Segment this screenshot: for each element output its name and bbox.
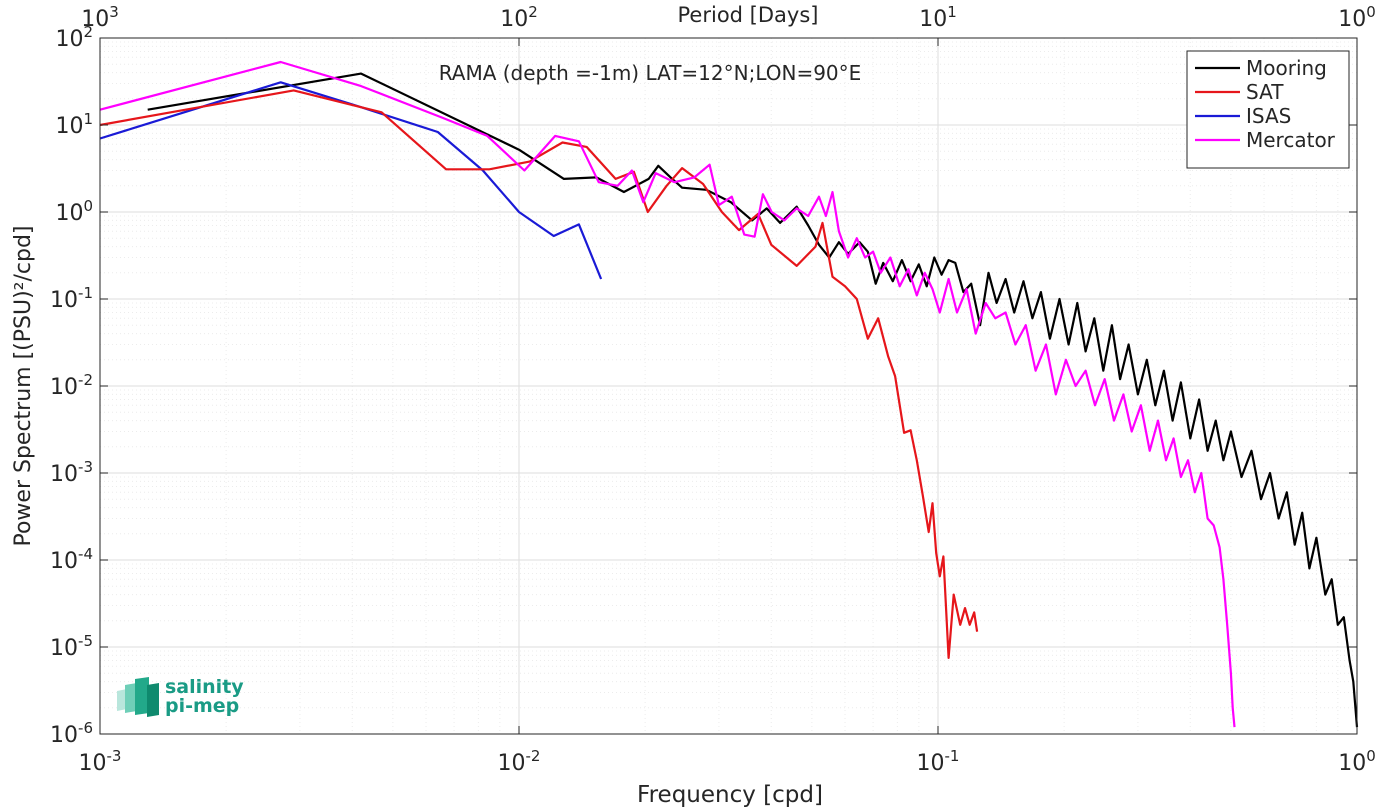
series-lines <box>99 60 1359 728</box>
logo-wave-2 <box>125 683 137 713</box>
logo-text-pi-mep: pi-mep <box>165 695 239 717</box>
top-tick-label: 102 <box>500 3 538 32</box>
x-tick-label: 10-1 <box>917 747 960 776</box>
series-line-mercator <box>99 60 1236 728</box>
y-tick-label: 10-3 <box>50 458 93 487</box>
y-tick-label: 100 <box>55 197 93 226</box>
legend-label-mercator: Mercator <box>1246 128 1336 152</box>
logo-text-salinity: salinity <box>165 676 244 698</box>
logo-wave-3 <box>135 677 149 715</box>
series-line-sat <box>99 89 979 659</box>
top-axis-label: Period [Days] <box>678 3 819 27</box>
grid <box>99 38 1357 735</box>
y-tick-label: 10-5 <box>50 632 93 661</box>
chart-title: RAMA (depth =-1m) LAT=12°N;LON=90°E <box>439 61 862 85</box>
y-tick-label: 10-1 <box>50 284 93 313</box>
logo-wave-4 <box>147 683 159 717</box>
y-tick-label: 10-2 <box>50 371 93 400</box>
x-tick-label: 10-3 <box>79 747 122 776</box>
x-tick-label: 100 <box>1338 747 1376 776</box>
y-tick-label: 101 <box>55 110 93 139</box>
y-axis-label: Power Spectrum [(PSU)²/cpd] <box>11 225 36 546</box>
logo-wave-1 <box>117 689 127 711</box>
legend-box <box>1186 50 1350 169</box>
x-tick-label: 10-2 <box>498 747 541 776</box>
x-axis-label: Frequency [cpd] <box>637 782 823 808</box>
top-tick-label: 100 <box>1338 3 1376 32</box>
legend-label-mooring: Mooring <box>1246 56 1327 80</box>
salinity-pi-mep-logo: salinity pi-mep <box>117 676 244 717</box>
top-tick-label: 101 <box>919 3 957 32</box>
y-tick-label: 10-6 <box>50 719 93 748</box>
top-tick-label: 103 <box>81 3 119 32</box>
series-line-isas <box>99 81 603 280</box>
y-tick-label: 10-4 <box>50 545 93 574</box>
legend-label-isas: ISAS <box>1246 104 1291 128</box>
y-tick-label: 102 <box>55 23 93 52</box>
series-line-mooring <box>147 72 1359 728</box>
legend-label-sat: SAT <box>1246 80 1284 104</box>
